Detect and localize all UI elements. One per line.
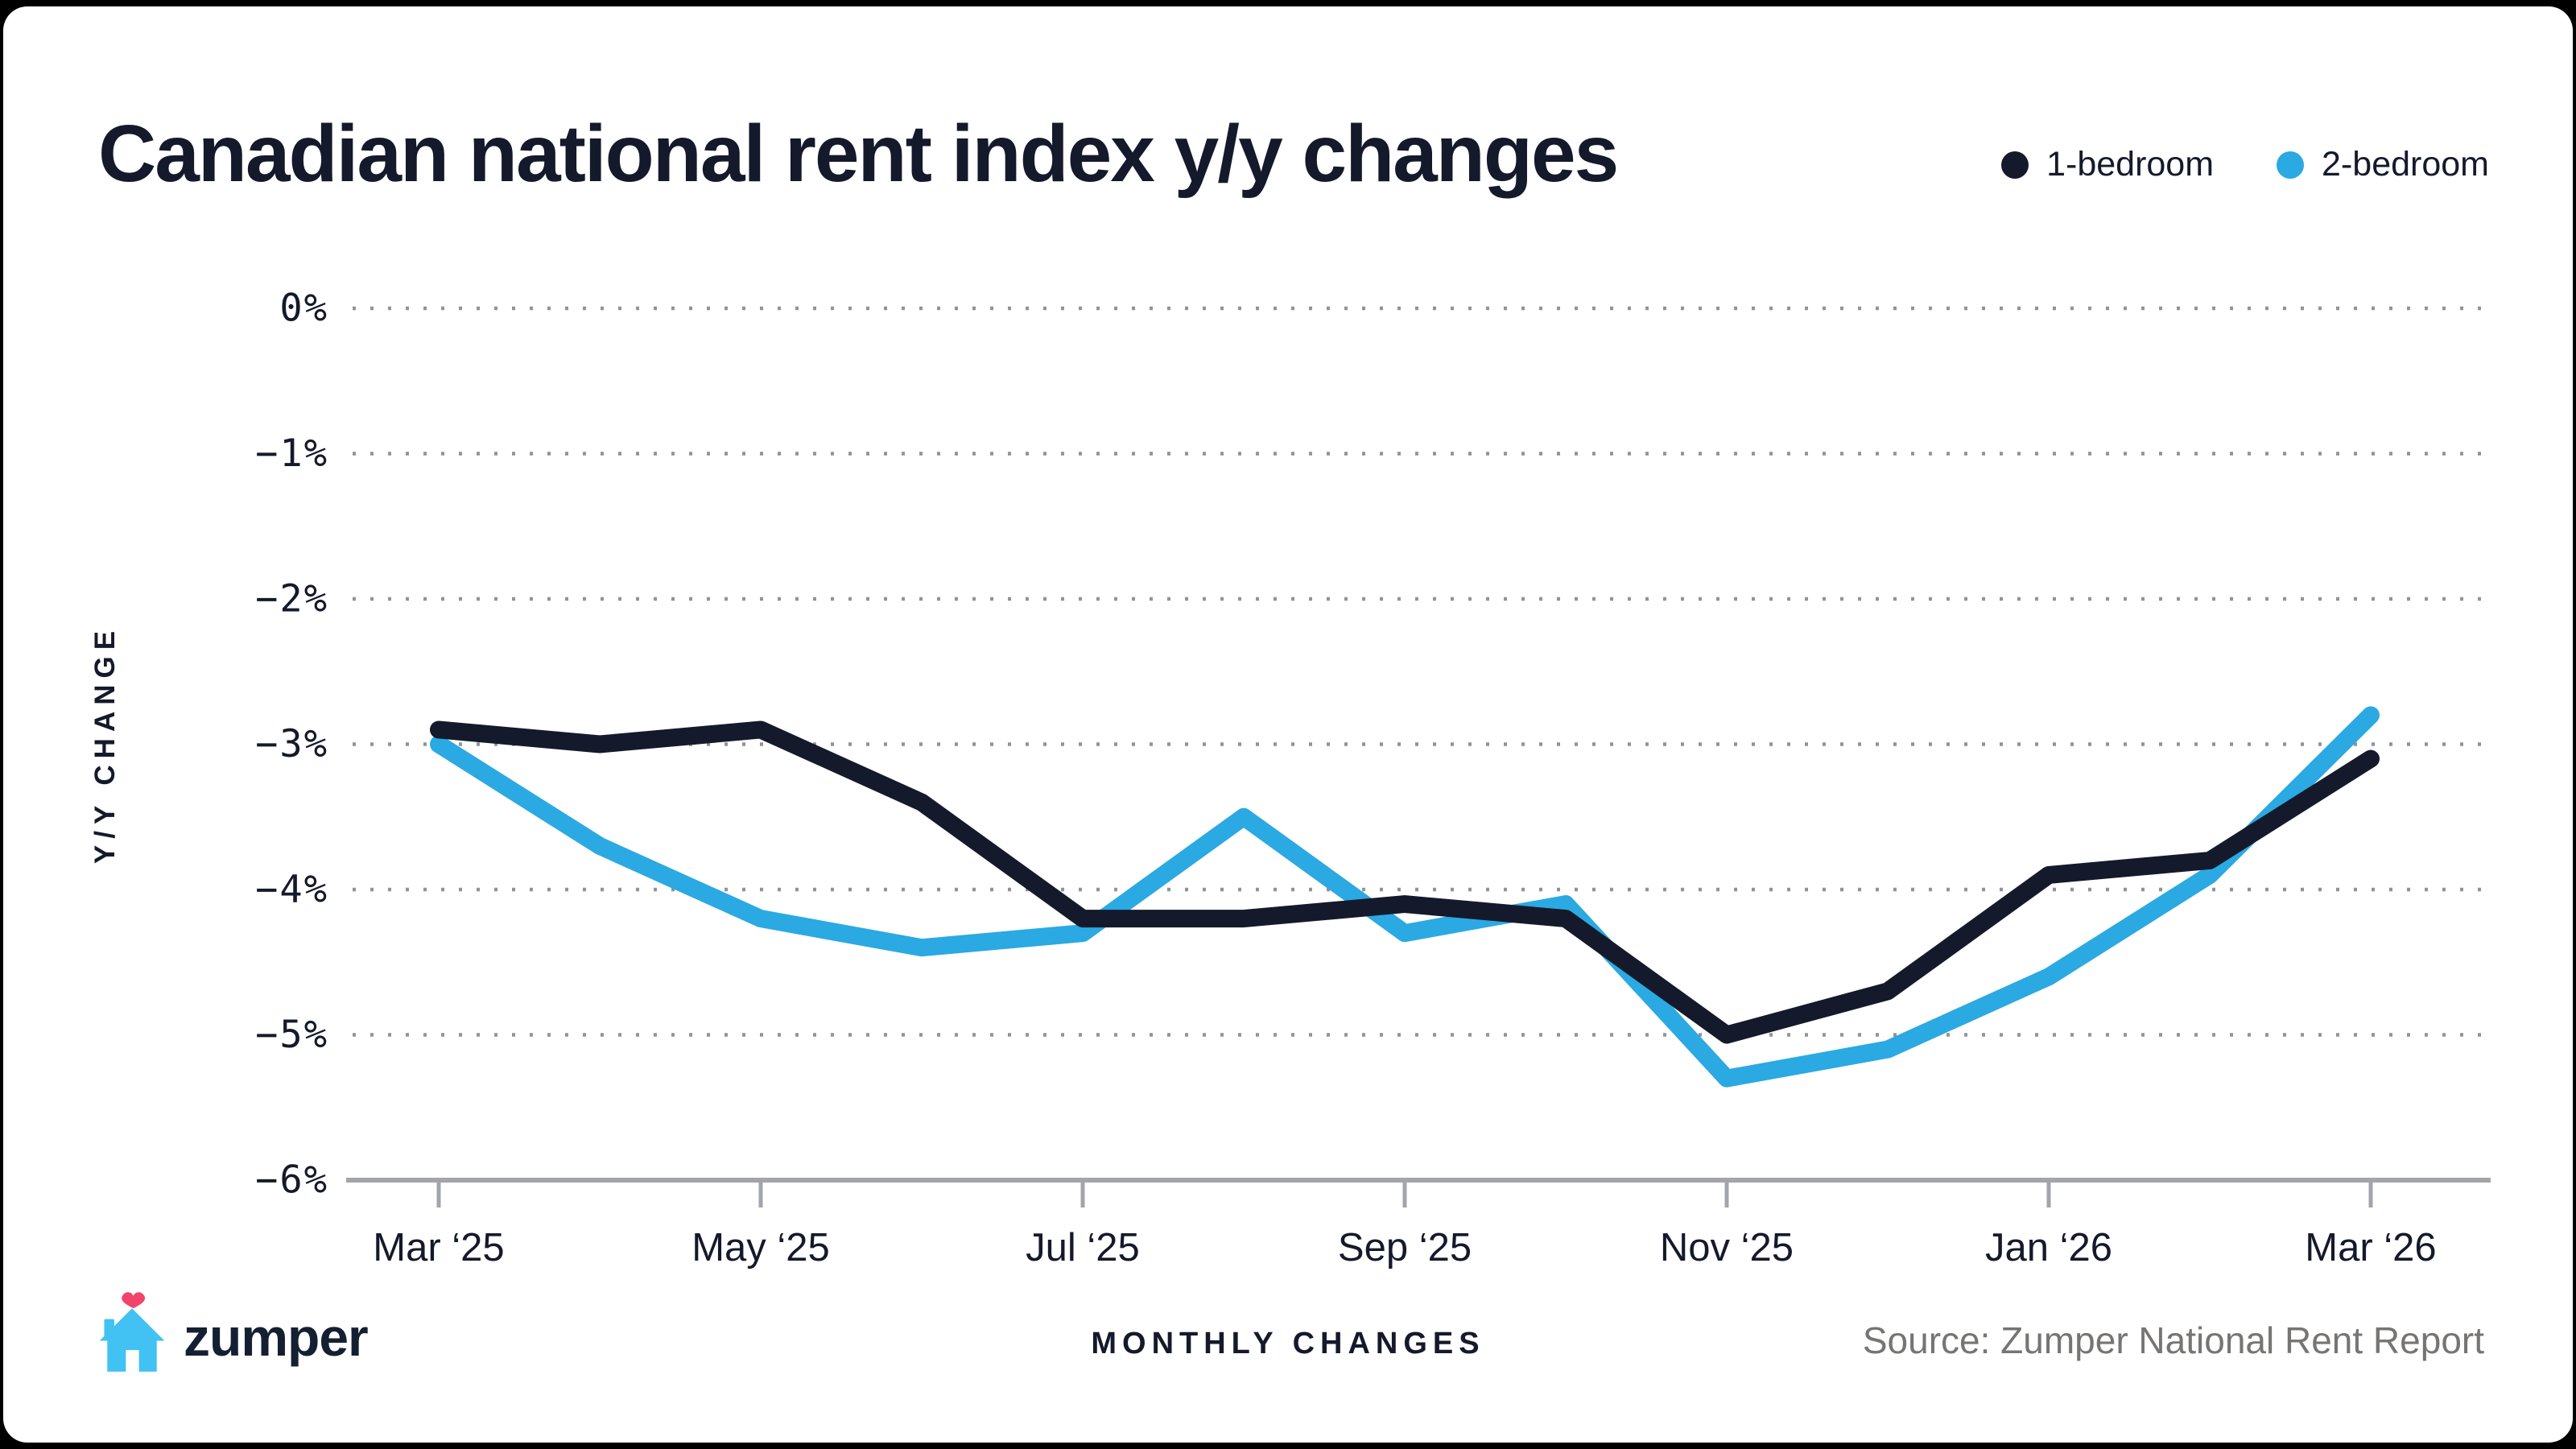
x-tick-label: Jul ‘25 — [1026, 1226, 1140, 1269]
series-line-2-bedroom — [430, 706, 2380, 1088]
series-line-1-bedroom — [430, 720, 2380, 1044]
legend-item-1-bedroom: 1-bedroom — [2001, 145, 2214, 184]
y-tick-label: −6% — [255, 1158, 328, 1203]
legend-label-2-bedroom: 2-bedroom — [2322, 145, 2489, 184]
y-tick-label: −5% — [255, 1013, 328, 1057]
x-tick-label: Nov ‘25 — [1660, 1226, 1794, 1269]
x-tick-label: Jan ‘26 — [1985, 1226, 2112, 1269]
legend-dot-1-bedroom-icon — [2001, 151, 2029, 179]
x-tick-label: Sep ‘25 — [1338, 1226, 1472, 1269]
legend-dot-2-bedroom-icon — [2277, 151, 2305, 179]
source-note: Source: Zumper National Rent Report — [1862, 1319, 2484, 1361]
x-tick-label: May ‘25 — [691, 1226, 830, 1269]
chart-footer: zumper MONTHLY CHANGES Source: Zumper Na… — [3, 1285, 2573, 1389]
chart-legend: 1-bedroom 2-bedroom — [2001, 145, 2489, 184]
y-tick-label: 0% — [279, 287, 328, 331]
zumper-logo: zumper — [93, 1290, 369, 1373]
x-tick-label: Mar ‘25 — [373, 1226, 504, 1269]
legend-item-2-bedroom: 2-bedroom — [2277, 145, 2489, 184]
y-tick-label: −2% — [255, 577, 328, 621]
y-tick-label: −3% — [255, 722, 328, 766]
y-axis-label: Y/Y CHANGE — [89, 625, 121, 864]
x-axis-caption: MONTHLY CHANGES — [1091, 1327, 1485, 1360]
page-title: Canadian national rent index y/y changes — [98, 109, 1619, 199]
chart-card: Canadian national rent index y/y changes… — [3, 6, 2573, 1443]
legend-label-1-bedroom: 1-bedroom — [2046, 145, 2215, 184]
y-tick-label: −4% — [255, 868, 328, 912]
x-tick-label: Mar ‘26 — [2305, 1226, 2436, 1269]
zumper-wordmark: zumper — [184, 1307, 369, 1367]
zumper-house-icon — [99, 1292, 165, 1372]
y-tick-label: −1% — [255, 431, 328, 476]
